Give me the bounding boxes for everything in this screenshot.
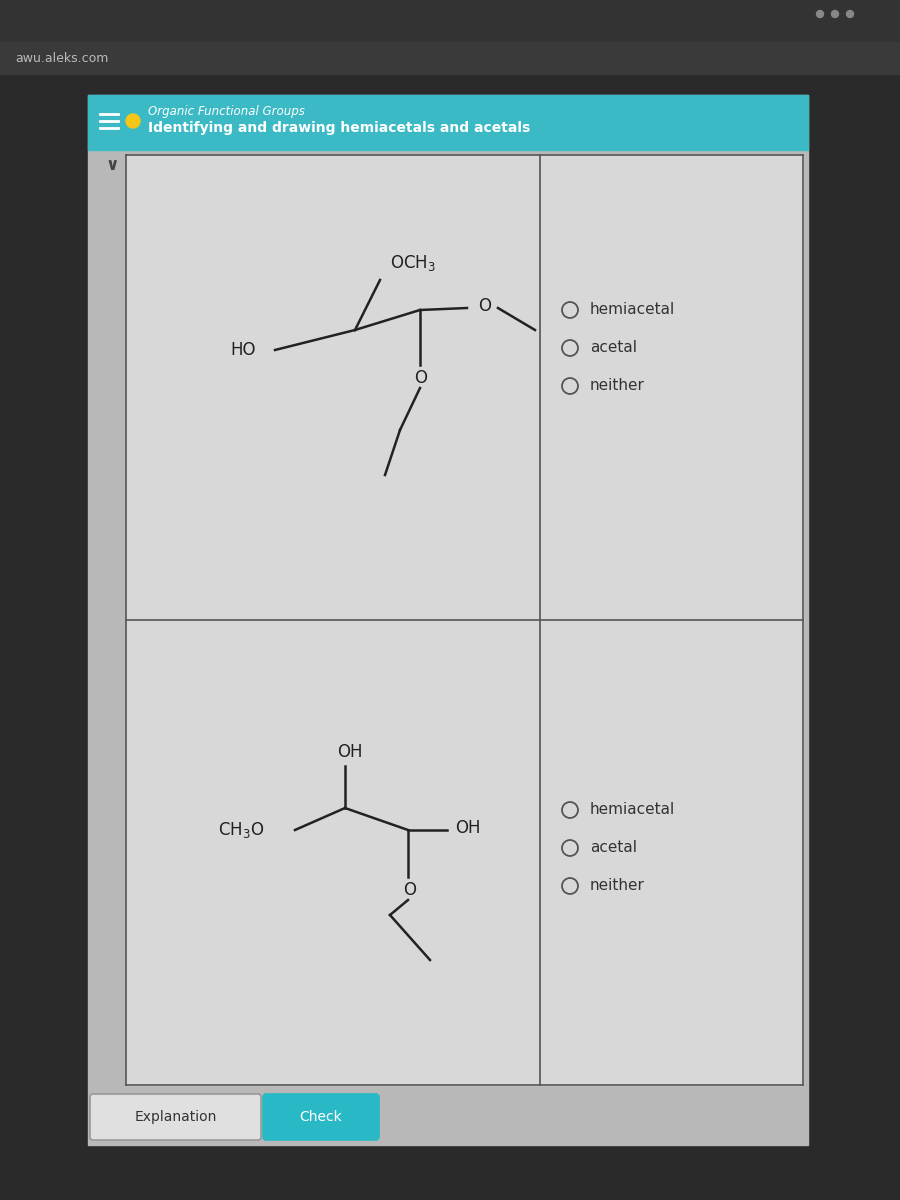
- Text: acetal: acetal: [590, 840, 637, 856]
- FancyBboxPatch shape: [263, 1094, 379, 1140]
- Bar: [0, 0, 900, 42]
- Text: O: O: [478, 296, 491, 314]
- Circle shape: [847, 11, 853, 18]
- Circle shape: [126, 114, 140, 128]
- Text: acetal: acetal: [590, 341, 637, 355]
- Text: O: O: [414, 370, 427, 386]
- Text: HO: HO: [230, 341, 256, 359]
- Text: Check: Check: [300, 1110, 342, 1124]
- Bar: [126, 155, 540, 620]
- Text: hemiacetal: hemiacetal: [590, 302, 675, 318]
- Text: OH: OH: [337, 743, 363, 761]
- Bar: [0, 42, 900, 74]
- Bar: [540, 155, 803, 620]
- Text: Organic Functional Groups: Organic Functional Groups: [148, 106, 305, 119]
- Bar: [126, 620, 540, 1085]
- Text: awu.aleks.com: awu.aleks.com: [15, 52, 108, 65]
- Text: neither: neither: [590, 878, 645, 894]
- Bar: [88, 95, 808, 150]
- Bar: [540, 620, 803, 1085]
- Circle shape: [832, 11, 839, 18]
- Text: Explanation: Explanation: [135, 1110, 217, 1124]
- Text: hemiacetal: hemiacetal: [590, 803, 675, 817]
- Text: OH: OH: [455, 818, 481, 838]
- Text: CH$_3$O: CH$_3$O: [218, 820, 265, 840]
- Text: ∨: ∨: [105, 156, 119, 174]
- Text: neither: neither: [590, 378, 645, 394]
- Text: O: O: [403, 881, 416, 899]
- Circle shape: [816, 11, 824, 18]
- Text: OCH$_3$: OCH$_3$: [390, 253, 436, 272]
- Bar: [88, 95, 808, 1145]
- FancyBboxPatch shape: [90, 1094, 261, 1140]
- Text: Identifying and drawing hemiacetals and acetals: Identifying and drawing hemiacetals and …: [148, 121, 530, 134]
